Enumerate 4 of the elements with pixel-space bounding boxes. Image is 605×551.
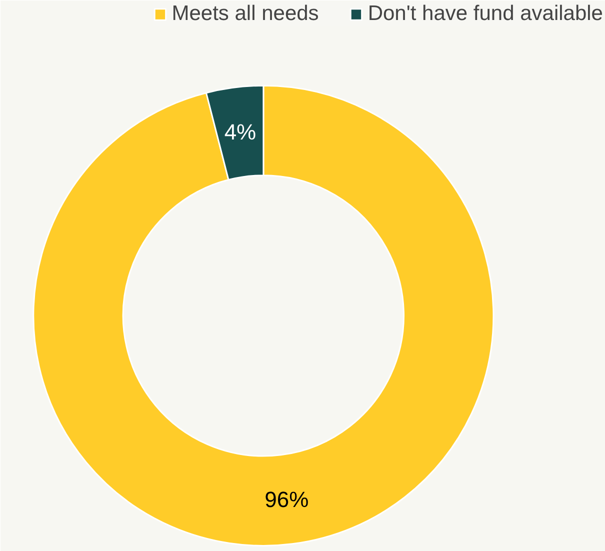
data-label: 96% <box>264 486 309 512</box>
data-label: 4% <box>224 119 256 144</box>
legend-label: Meets all needs <box>172 2 319 26</box>
legend-label: Don't have fund available <box>368 2 603 26</box>
